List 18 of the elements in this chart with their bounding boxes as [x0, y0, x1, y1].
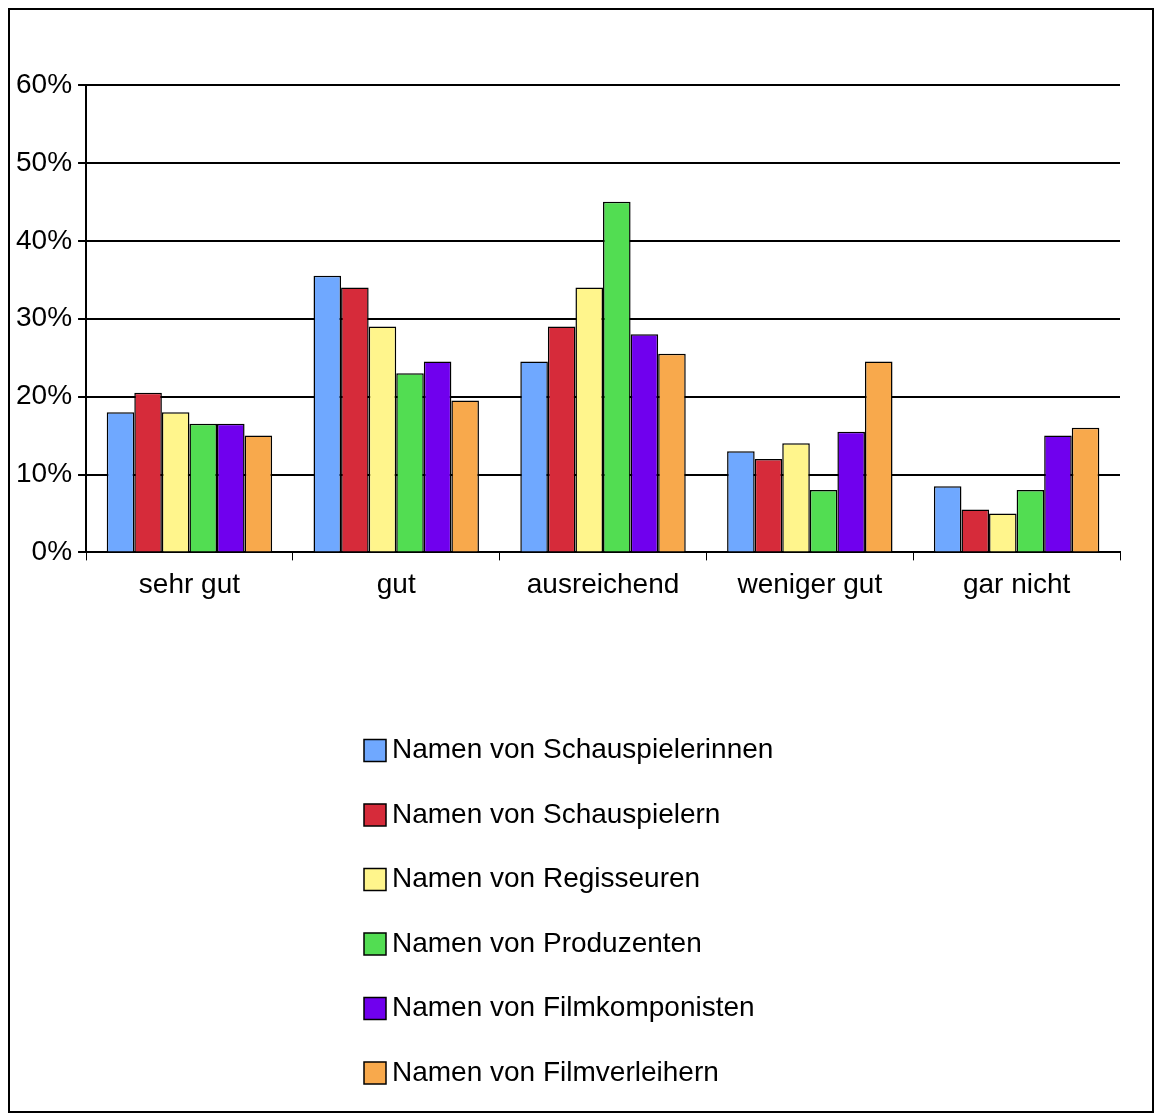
- legend-label: Namen von Schauspielerinnen: [392, 733, 774, 765]
- y-tick-label: 0%: [31, 535, 73, 567]
- legend-label: Namen von Schauspielern: [392, 797, 721, 829]
- x-tick-label: ausreichend: [526, 567, 680, 599]
- y-tick-label: 10%: [15, 457, 73, 489]
- legend-label: Namen von Produzenten: [392, 926, 702, 958]
- y-tick-label: 40%: [15, 223, 73, 255]
- x-tick-label: gut: [376, 567, 416, 599]
- y-tick-label: 60%: [15, 67, 73, 99]
- x-tick-label: gar nicht: [962, 567, 1071, 599]
- legend-label: Namen von Filmverleihern: [392, 1055, 719, 1087]
- legend-label: Namen von Filmkomponisten: [392, 991, 755, 1023]
- x-tick-label: sehr gut: [138, 567, 241, 599]
- y-tick-label: 20%: [15, 379, 73, 411]
- legend-label: Namen von Regisseuren: [392, 862, 701, 894]
- y-tick-label: 50%: [15, 145, 73, 177]
- x-tick-label: weniger gut: [736, 567, 883, 599]
- y-tick-label: 30%: [15, 301, 73, 333]
